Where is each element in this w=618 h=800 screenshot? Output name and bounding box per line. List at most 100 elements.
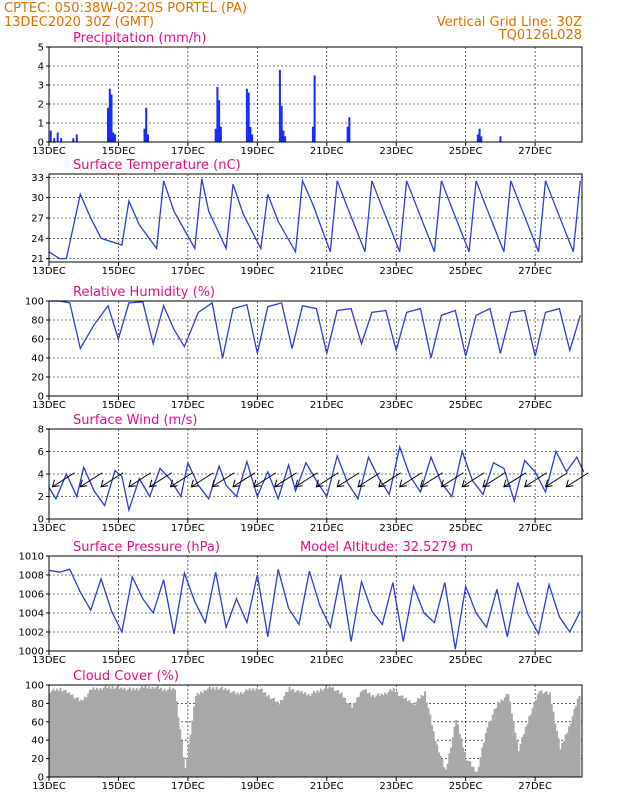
cloud-cover-bar — [507, 694, 510, 777]
wind-series-line — [48, 444, 585, 513]
cloud-cover-bar — [90, 689, 93, 777]
pres-xtick-label: 19DEC — [240, 655, 274, 666]
cloud-cover-bar — [130, 690, 133, 777]
wind-arrow-shaft — [336, 472, 360, 488]
cloud-cover-bar — [444, 769, 447, 777]
model-altitude-label: Model Altitude: 32.5279 m — [300, 540, 473, 555]
cloud-cover-bar — [514, 732, 517, 777]
rh-xtick-label: 21DEC — [310, 400, 344, 411]
cloud-cover-bar — [389, 689, 392, 777]
cloud-cover-bar — [569, 723, 572, 777]
precip-bar — [499, 136, 502, 142]
cloud-cover-bar — [439, 755, 442, 777]
temp-ytick-label: 21 — [31, 254, 44, 265]
wind-arrow-shaft — [503, 472, 527, 488]
temp-panel-title: Surface Temperature (nC) — [73, 158, 241, 173]
wind-arrow-shaft — [357, 472, 381, 488]
pres-frame — [48, 555, 583, 652]
cloud-cover-bar — [448, 753, 451, 777]
cloud-cover-bar — [293, 692, 296, 777]
cloud-cover-bar — [147, 686, 150, 777]
cloud-cover-bar — [193, 706, 196, 777]
cloud-cover-bar — [203, 689, 206, 777]
cloud-cover-bar — [116, 685, 119, 777]
wind-arrow-head — [357, 479, 366, 488]
wind-arrow-head — [149, 479, 157, 488]
cloud-cover-bar — [411, 702, 414, 777]
precip-bar — [60, 138, 63, 142]
wind-panel: 0 2 4 6 8 13DEC 15DEC 17DEC 19DEC 21DEC 23DEC 25DEC… — [32, 413, 589, 534]
cloud-cover-bar — [132, 687, 135, 777]
cloud-cover-bar — [575, 706, 578, 777]
cloud-cover-bar — [549, 692, 552, 777]
cloud-cover-bar — [328, 686, 331, 777]
pres-ytick-label: 1008 — [19, 571, 44, 582]
cloud-cover-bar — [382, 695, 385, 777]
cloud-cover-bar — [519, 744, 522, 777]
cloud-cover-bar — [64, 689, 67, 777]
cloud-cover-bar — [528, 716, 531, 777]
precip-bar — [476, 134, 479, 142]
cloud-cover-bar — [531, 708, 534, 777]
cloud-cover-bar — [354, 702, 357, 777]
cloud-cover-bar — [557, 738, 560, 777]
cloud-cover-bar — [455, 719, 458, 777]
precip-bar — [143, 128, 146, 142]
cloud-cover-bar — [262, 692, 265, 777]
cloud-cover-bar — [498, 702, 501, 777]
cloud-cover-bar — [450, 747, 453, 777]
cloud-cover-bar — [236, 692, 239, 777]
cloud-cover-bar — [399, 695, 402, 777]
cloud-cover-bar — [573, 708, 576, 777]
wind-direction-arrow — [544, 472, 568, 488]
cloud-cover-bar — [259, 689, 262, 777]
cloud-cover-bar — [489, 720, 493, 777]
cloud-ytick-label: 60 — [31, 717, 44, 728]
cloud-cover-bar — [198, 694, 201, 777]
cloud-cover-bar — [137, 690, 140, 777]
cloud-cover-bar — [151, 686, 154, 777]
cloud-cover-bar — [127, 689, 130, 777]
cloud-cover-bar — [123, 687, 126, 777]
cloud-cover-bar — [314, 692, 317, 777]
wind-arrow-head — [461, 479, 470, 488]
cloud-cover-bar — [182, 757, 185, 777]
temp-xtick-label: 17DEC — [171, 266, 205, 277]
precip-xtick-label: 13DEC — [32, 146, 66, 157]
wind-arrow-head — [232, 479, 241, 488]
temp-ytick-label: 33 — [31, 173, 44, 184]
cloud-cover-bar — [217, 689, 220, 777]
cloud-cover-bar — [245, 689, 248, 777]
rh-xtick-label: 19DEC — [240, 400, 274, 411]
cloud-cover-bar — [358, 696, 361, 777]
cloud-cover-bar — [266, 696, 269, 777]
cloud-cover-bar — [391, 691, 394, 777]
cloud-cover-bar — [302, 693, 305, 777]
cloud-cover-bar — [108, 686, 111, 777]
cloud-cover-bar — [319, 688, 322, 777]
cloud-cover-bar — [576, 698, 579, 777]
precip-bar — [113, 134, 116, 142]
cloud-cover-bar — [540, 690, 543, 777]
wind-arrow-shaft — [170, 472, 193, 488]
cloud-cover-bar — [430, 725, 433, 777]
temp-xtick-label: 19DEC — [240, 266, 274, 277]
precip-bar — [251, 134, 254, 142]
rh-xtick-label: 27DEC — [518, 400, 552, 411]
cloud-cover-bar — [571, 716, 574, 777]
cloud-cover-bar — [128, 687, 131, 777]
precip-ytick-label: 1 — [38, 119, 44, 130]
wind-xtick-label: 27DEC — [518, 523, 552, 534]
precip-bar — [216, 86, 219, 142]
cloud-cover-bar — [378, 695, 381, 777]
cloud-cover-bar — [179, 729, 182, 777]
wind-direction-arrow — [253, 472, 277, 488]
wind-direction-arrow — [378, 472, 402, 488]
cloud-cover-bar — [87, 693, 90, 777]
precip-bar — [72, 138, 75, 142]
pres-ytick-label: 1006 — [19, 590, 44, 601]
wind-xtick-label: 19DEC — [240, 523, 274, 534]
wind-ytick-label: 8 — [38, 425, 44, 436]
station-header: CPTEC: 050:38W-02:20S PORTEL (PA) — [4, 1, 247, 16]
cloud-cover-bar — [479, 757, 482, 777]
